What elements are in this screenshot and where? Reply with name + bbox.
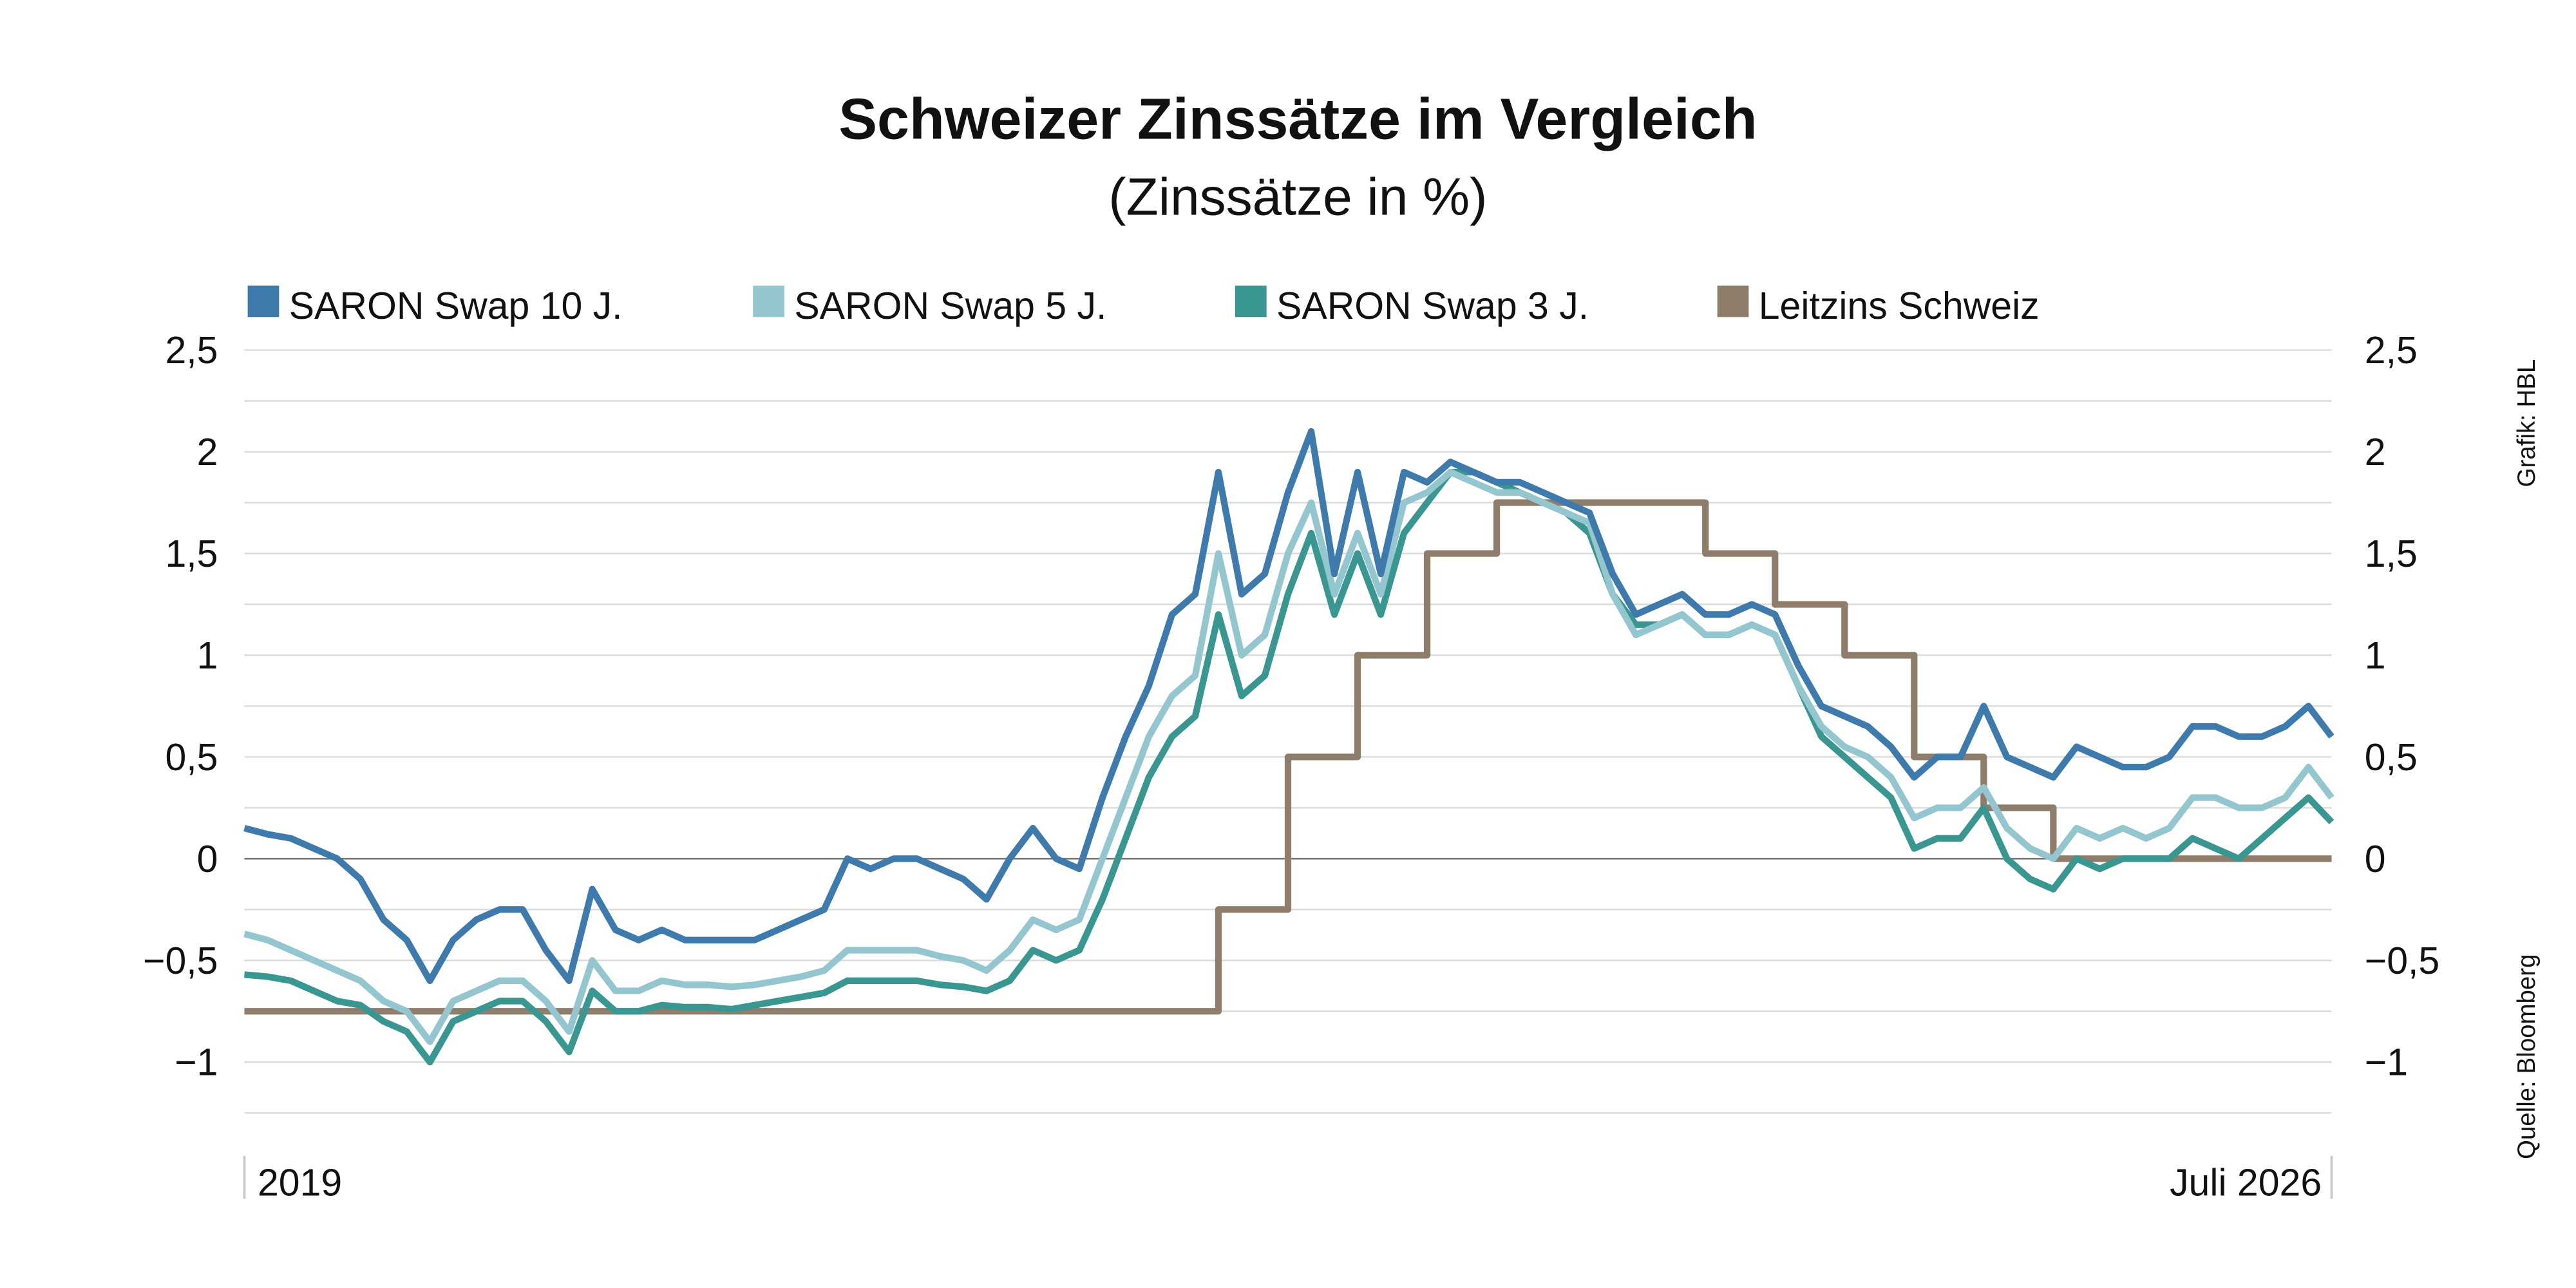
series-line: [243, 428, 2334, 984]
legend-label: SARON Swap 10 J.: [289, 285, 623, 327]
legend-label: SARON Swap 5 J.: [794, 285, 1106, 327]
y2-tick-label: 2: [2365, 431, 2386, 473]
credit: Grafik: HBL: [2513, 359, 2541, 488]
y2-tick-label: −1: [2365, 1042, 2408, 1084]
y2-tick-label: 2,5: [2365, 330, 2418, 372]
y-tick-label: 1: [197, 635, 218, 677]
y-tick-label: 2,5: [165, 330, 218, 372]
legend-swatch: [247, 285, 279, 317]
y-tick-label: −1: [175, 1042, 218, 1084]
y2-tick-label: 0,5: [2365, 737, 2418, 779]
series-line: [243, 469, 2334, 1045]
legend-label: SARON Swap 3 J.: [1276, 285, 1589, 327]
legend-swatch: [753, 285, 784, 317]
y2-tick-label: 0: [2365, 838, 2386, 880]
y2-tick-label: 1: [2365, 635, 2386, 677]
y2-tick-label: 1,5: [2365, 533, 2418, 575]
x-tick-label: 2019: [258, 1162, 342, 1204]
source: Quelle: Bloomberg: [2513, 954, 2541, 1159]
y-tick-label: 1,5: [165, 533, 218, 575]
chart-title: Schweizer Zinssätze im Vergleich: [838, 87, 1757, 151]
legend-label: Leitzins Schweiz: [1759, 285, 2040, 327]
y2-tick-label: −0,5: [2365, 940, 2439, 982]
x-tick-label: Juli 2026: [2170, 1162, 2322, 1204]
chart-subtitle: (Zinssätze in %): [1108, 167, 1487, 226]
y-tick-label: 0: [197, 838, 218, 880]
y-tick-label: 2: [197, 431, 218, 473]
y-tick-label: 0,5: [165, 737, 218, 779]
y-tick-label: −0,5: [143, 940, 218, 982]
series-line: [244, 469, 2334, 1066]
legend-swatch: [1717, 285, 1749, 317]
legend-swatch: [1235, 285, 1267, 317]
